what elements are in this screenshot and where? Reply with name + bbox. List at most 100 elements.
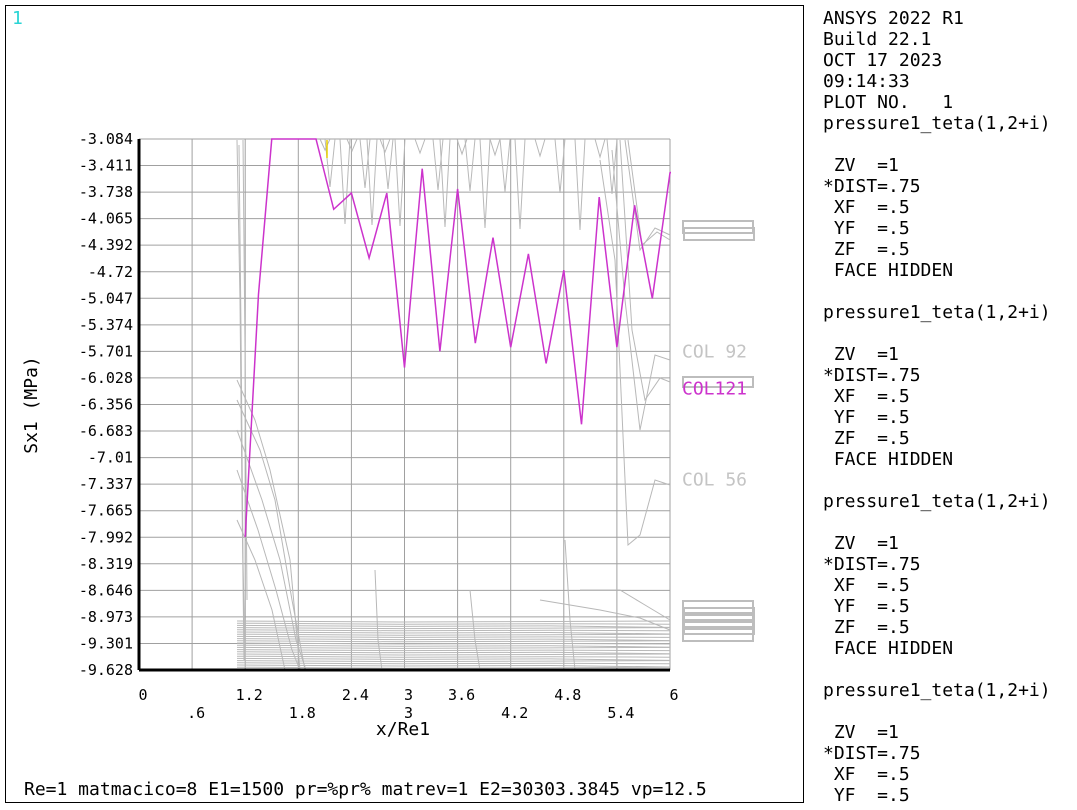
series-label: COL 92 xyxy=(682,341,747,362)
gray-curve xyxy=(439,138,451,228)
y-tick-label: -7.01 xyxy=(88,449,133,467)
legend-line: *DIST=.75 xyxy=(823,176,921,197)
y-tick-label: -5.374 xyxy=(79,316,133,334)
legend-line: YF =.5 xyxy=(823,407,910,428)
legend-line: pressure1_teta(1,2+i) xyxy=(823,680,1051,701)
window-number: 1 xyxy=(12,8,23,29)
gray-curve xyxy=(236,622,671,625)
gray-curve xyxy=(594,138,606,159)
legend-line: *DIST=.75 xyxy=(823,365,921,386)
y-tick-label: -9.628 xyxy=(79,661,133,679)
x-tick-label: 3 xyxy=(404,704,413,722)
gray-curve xyxy=(339,138,351,225)
legend-line: ZF =.5 xyxy=(823,428,910,449)
gray-curve xyxy=(236,399,306,671)
legend-line: *DIST=.75 xyxy=(823,743,921,764)
gray-curve xyxy=(236,646,671,649)
gray-curve xyxy=(236,651,671,655)
gray-curve xyxy=(499,138,511,193)
x-tick-label: 6 xyxy=(669,686,678,704)
legend-line: Build 22.1 xyxy=(823,29,932,50)
legend-line: OCT 17 2023 xyxy=(823,50,943,71)
y-axis-label: Sx1 (MPa) xyxy=(21,356,42,454)
gray-curve xyxy=(611,149,671,431)
series-layer xyxy=(244,138,671,538)
legend-panel: ANSYS 2022 R1 Build 22.1 OCT 17 2023 09:14:… xyxy=(823,8,1077,806)
y-tick-labels: -3.084 -3.411 -3.738 -4.065 -4.392 -4.72 -5.04… xyxy=(79,130,133,679)
gray-curve xyxy=(236,624,671,628)
legend-line: YF =.5 xyxy=(823,596,910,617)
x-tick-label: 4.8 xyxy=(554,686,581,704)
y-tick-label: -7.665 xyxy=(79,502,133,520)
series-label: COL121 xyxy=(682,379,747,400)
gray-curve xyxy=(539,599,671,631)
gray-curve xyxy=(236,649,671,652)
gray-curve xyxy=(236,664,671,668)
gray-curve xyxy=(624,139,671,252)
x-tick-labels: 0 1.2 2.4 3 3.6 4.8 6 .6 1.8 3 4.2 5.4 xyxy=(138,686,678,722)
y-tick-label: -7.992 xyxy=(79,528,133,546)
gray-curve xyxy=(489,138,501,157)
graphics-window xyxy=(5,5,804,803)
legend-line xyxy=(823,134,1077,155)
gray-curve xyxy=(619,139,671,402)
legend-line: YF =.5 xyxy=(823,218,910,239)
y-tick-label: -8.646 xyxy=(79,581,133,599)
legend-line: ZV =1 xyxy=(823,722,899,743)
background-curves xyxy=(236,138,671,671)
gray-curve xyxy=(379,138,391,154)
legend-line: ZV =1 xyxy=(823,533,899,554)
gray-curve xyxy=(414,138,426,155)
y-tick-label: -6.683 xyxy=(79,422,133,440)
x-tick-label: 1.8 xyxy=(289,704,316,722)
legend-line xyxy=(823,281,1077,302)
gray-curve xyxy=(238,144,246,661)
x-tick-label: 3 xyxy=(404,686,413,704)
gray-curve xyxy=(236,666,671,669)
legend-line xyxy=(823,512,1077,533)
overlapping-label-mark xyxy=(683,227,755,241)
gray-curve xyxy=(236,429,307,671)
gray-curve xyxy=(236,631,671,635)
x-tick-label: .6 xyxy=(187,704,205,722)
x-tick-label: 0 xyxy=(138,686,147,704)
legend-line: pressure1_teta(1,2+i) xyxy=(823,302,1051,323)
gray-curve xyxy=(319,138,331,152)
x-tick-label: 5.4 xyxy=(607,704,634,722)
gray-curve xyxy=(236,629,671,632)
gray-curve xyxy=(564,539,576,671)
gray-curve xyxy=(469,589,481,671)
y-tick-label: -4.72 xyxy=(88,263,133,281)
gray-curve xyxy=(606,138,618,195)
legend-line: ZV =1 xyxy=(823,344,899,365)
x-tick-label: 3.6 xyxy=(448,686,475,704)
gray-curve xyxy=(236,662,671,665)
gray-curve xyxy=(236,642,671,645)
gray-curve xyxy=(374,569,383,671)
gray-curve xyxy=(236,635,671,638)
y-tick-label: -8.973 xyxy=(79,608,133,626)
legend-line: ANSYS 2022 R1 xyxy=(823,8,964,29)
gray-curve xyxy=(554,138,566,194)
legend-line: FACE HIDDEN xyxy=(823,638,954,659)
gray-curve xyxy=(394,138,406,227)
gray-curve xyxy=(236,655,671,658)
y-tick-label: -8.319 xyxy=(79,555,133,573)
series-line-col121 xyxy=(244,138,671,538)
gray-curve xyxy=(236,638,671,642)
gray-curve xyxy=(366,138,378,226)
x-tick-label: 1.2 xyxy=(236,686,263,704)
legend-line: FACE HIDDEN xyxy=(823,449,954,470)
y-tick-label: -6.028 xyxy=(79,369,133,387)
legend-line: YF =.5 xyxy=(823,785,910,806)
y-tick-label: -4.065 xyxy=(79,210,133,228)
gray-curve xyxy=(574,138,586,231)
gray-curve xyxy=(514,138,526,230)
gray-curve xyxy=(599,159,671,547)
legend-line: XF =.5 xyxy=(823,386,910,407)
legend-line: PLOT NO. 1 xyxy=(823,92,954,113)
sx1-line-chart: -3.084 -3.411 -3.738 -4.065 -4.392 -4.72 -5.04… xyxy=(21,130,755,740)
y-tick-label: -5.701 xyxy=(79,342,133,360)
legend-line: XF =.5 xyxy=(823,764,910,785)
gray-curve xyxy=(236,620,671,623)
